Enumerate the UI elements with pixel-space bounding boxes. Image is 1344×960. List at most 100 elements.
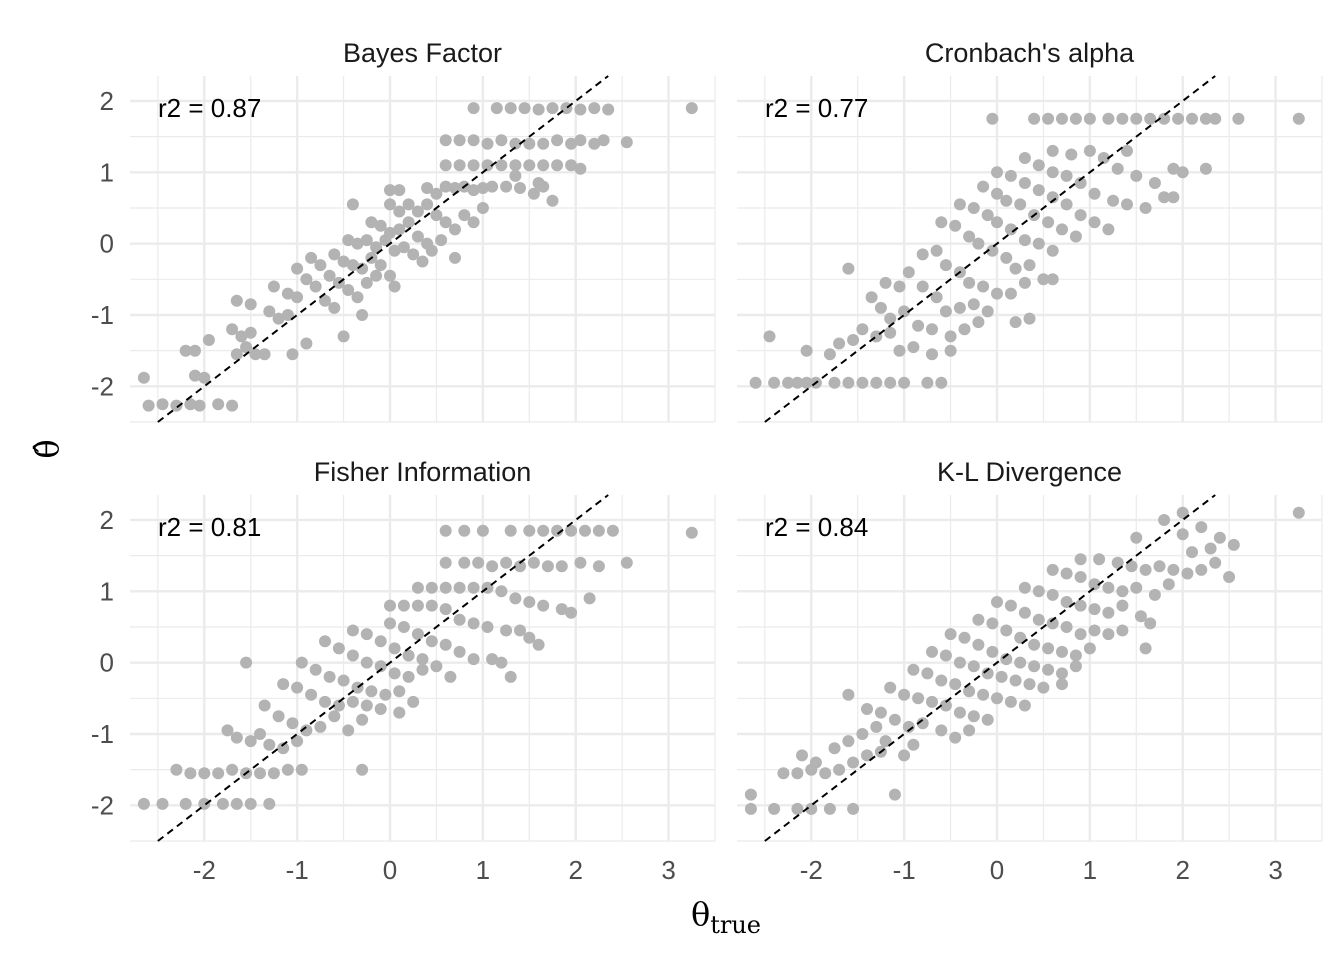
data-point [865, 291, 878, 304]
data-point [898, 749, 911, 762]
data-point [240, 341, 253, 354]
data-point [1144, 112, 1157, 125]
data-point [1209, 112, 1222, 125]
data-point [809, 756, 822, 769]
data-point [1153, 560, 1166, 573]
data-point [1209, 556, 1222, 569]
data-point [1139, 202, 1152, 214]
data-point [981, 667, 994, 680]
data-point [1046, 191, 1059, 204]
data-point [532, 103, 545, 116]
data-point [342, 284, 355, 296]
data-point [1046, 144, 1059, 157]
data-point [1046, 273, 1059, 286]
data-point [949, 219, 962, 232]
data-point [402, 216, 415, 229]
data-point [1004, 287, 1017, 300]
data-point [551, 524, 564, 537]
data-point [467, 159, 480, 172]
data-point [833, 337, 846, 350]
data-point [323, 269, 336, 282]
data-point [1102, 223, 1115, 236]
data-point [986, 244, 999, 257]
data-point [453, 645, 466, 658]
data-point [1014, 631, 1027, 644]
data-point [800, 344, 813, 357]
data-point [439, 524, 452, 537]
data-point [244, 797, 257, 810]
data-point [323, 670, 336, 683]
data-point [1199, 162, 1212, 175]
data-point [504, 102, 517, 115]
data-point [1014, 198, 1027, 211]
data-point [439, 581, 452, 594]
data-point [1134, 610, 1147, 623]
data-point [142, 399, 155, 412]
data-point [1018, 606, 1031, 619]
data-point [295, 763, 308, 776]
data-point [397, 241, 410, 254]
data-point [1195, 521, 1208, 534]
data-point [1023, 312, 1036, 325]
data-point [981, 713, 994, 726]
data-point [486, 180, 499, 193]
data-point [744, 788, 757, 801]
data-point [1004, 599, 1017, 612]
x-tick-label: 2 [568, 855, 582, 885]
data-point [861, 703, 873, 715]
data-point [768, 376, 781, 389]
data-point [991, 187, 1003, 200]
data-point [523, 159, 536, 172]
x-tick-label: 0 [990, 855, 1004, 885]
data-point [309, 663, 322, 676]
data-point [926, 323, 938, 336]
data-point [763, 330, 776, 343]
data-point [198, 797, 211, 810]
data-point [527, 187, 540, 200]
data-point [926, 348, 938, 361]
data-point [823, 802, 836, 815]
x-tick-label: 0 [383, 855, 397, 885]
data-point [439, 134, 452, 147]
data-point [1111, 556, 1124, 569]
data-point [518, 102, 531, 115]
data-point [346, 624, 359, 637]
data-point [991, 166, 1003, 179]
data-point [1074, 209, 1087, 222]
data-point [565, 137, 578, 150]
data-point [588, 102, 601, 115]
data-point [953, 706, 966, 719]
data-point [258, 699, 271, 712]
data-point [295, 656, 308, 669]
x-tick-label: 1 [1083, 855, 1097, 885]
data-point [1000, 624, 1013, 637]
data-point [541, 560, 554, 573]
data-point [523, 137, 536, 150]
data-point [254, 728, 266, 740]
data-point [963, 685, 976, 698]
data-point [991, 596, 1003, 608]
data-point [421, 198, 434, 211]
data-point [411, 205, 424, 218]
data-point [879, 276, 892, 289]
data-point [949, 678, 962, 691]
x-axis-label-sub: true [710, 911, 761, 939]
data-point [523, 596, 536, 608]
data-point [212, 398, 225, 411]
data-point [411, 599, 424, 612]
data-point [1056, 223, 1068, 236]
data-point [504, 670, 517, 683]
data-point [467, 653, 480, 666]
data-point [874, 301, 887, 314]
data-point [823, 348, 836, 361]
data-point [230, 348, 243, 361]
data-point [467, 581, 480, 594]
data-point [486, 560, 499, 573]
data-point [972, 237, 985, 250]
data-point [991, 287, 1003, 300]
data-point [1176, 528, 1189, 541]
r2-annotation: r2 = 0.87 [158, 93, 261, 123]
data-point [944, 628, 957, 641]
data-point [1056, 112, 1068, 125]
data-point [356, 763, 369, 776]
